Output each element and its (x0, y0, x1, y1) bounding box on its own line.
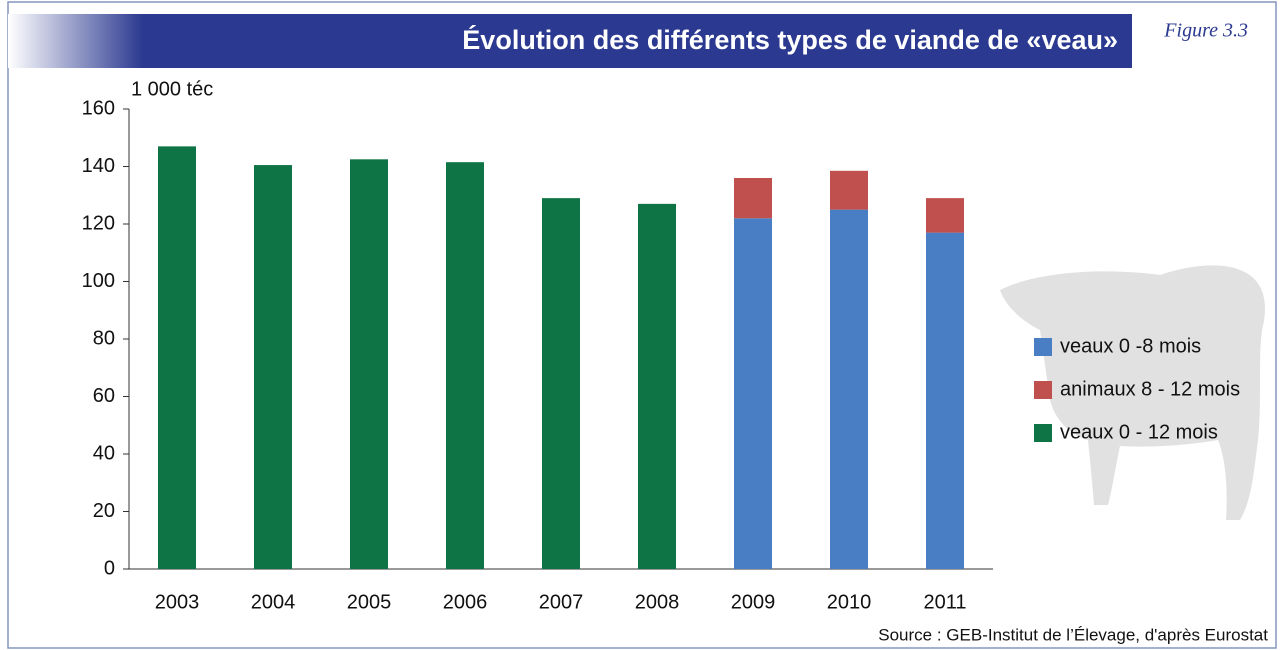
bar-segment (158, 146, 196, 569)
x-tick-label: 2007 (539, 591, 584, 613)
bar-segment (830, 171, 868, 210)
x-tick-label: 2008 (635, 591, 680, 613)
bar-segment (830, 210, 868, 569)
x-tick-label: 2009 (731, 591, 776, 613)
x-tick-label: 2011 (923, 591, 966, 613)
y-tick-label: 100 (82, 270, 115, 292)
y-tick-label: 80 (93, 327, 115, 349)
figure-label: Figure 3.3 (1163, 20, 1248, 42)
x-tick-label: 2006 (443, 591, 488, 613)
source: Source : GEB-Institut de l’Élevage, d'ap… (878, 625, 1268, 644)
chart: Évolution des différents types de viande… (0, 0, 1282, 650)
legend-swatch (1034, 424, 1052, 442)
legend-label: animaux 8 - 12 mois (1060, 378, 1240, 400)
y-tick-label: 120 (82, 212, 115, 234)
x-tick-label: 2004 (251, 591, 296, 613)
y-tick-label: 0 (104, 557, 115, 579)
y-tick-label: 40 (93, 442, 115, 464)
bar-segment (638, 204, 676, 569)
bar-segment (734, 218, 772, 569)
bar-segment (254, 165, 292, 569)
bar-segment (446, 162, 484, 569)
y-tick-label: 20 (93, 500, 115, 522)
x-tick-label: 2005 (347, 591, 392, 613)
legend-label: veaux 0 - 12 mois (1060, 421, 1218, 443)
x-tick-label: 2010 (827, 591, 872, 613)
bar-segment (926, 198, 964, 233)
x-tick-label: 2003 (155, 591, 200, 613)
legend-swatch (1034, 338, 1052, 356)
bar-segment (542, 198, 580, 569)
bar-segment (350, 159, 388, 569)
y-tick-label: 140 (82, 155, 115, 177)
chart-title: Évolution des différents types de viande… (462, 24, 1118, 55)
bar-segment (734, 178, 772, 218)
legend-label: veaux 0 -8 mois (1060, 335, 1201, 357)
y-tick-label: 60 (93, 385, 115, 407)
bar-segment (926, 233, 964, 569)
y-axis-label: 1 000 téc (131, 78, 213, 100)
y-tick-label: 160 (82, 97, 115, 119)
legend-swatch (1034, 381, 1052, 399)
